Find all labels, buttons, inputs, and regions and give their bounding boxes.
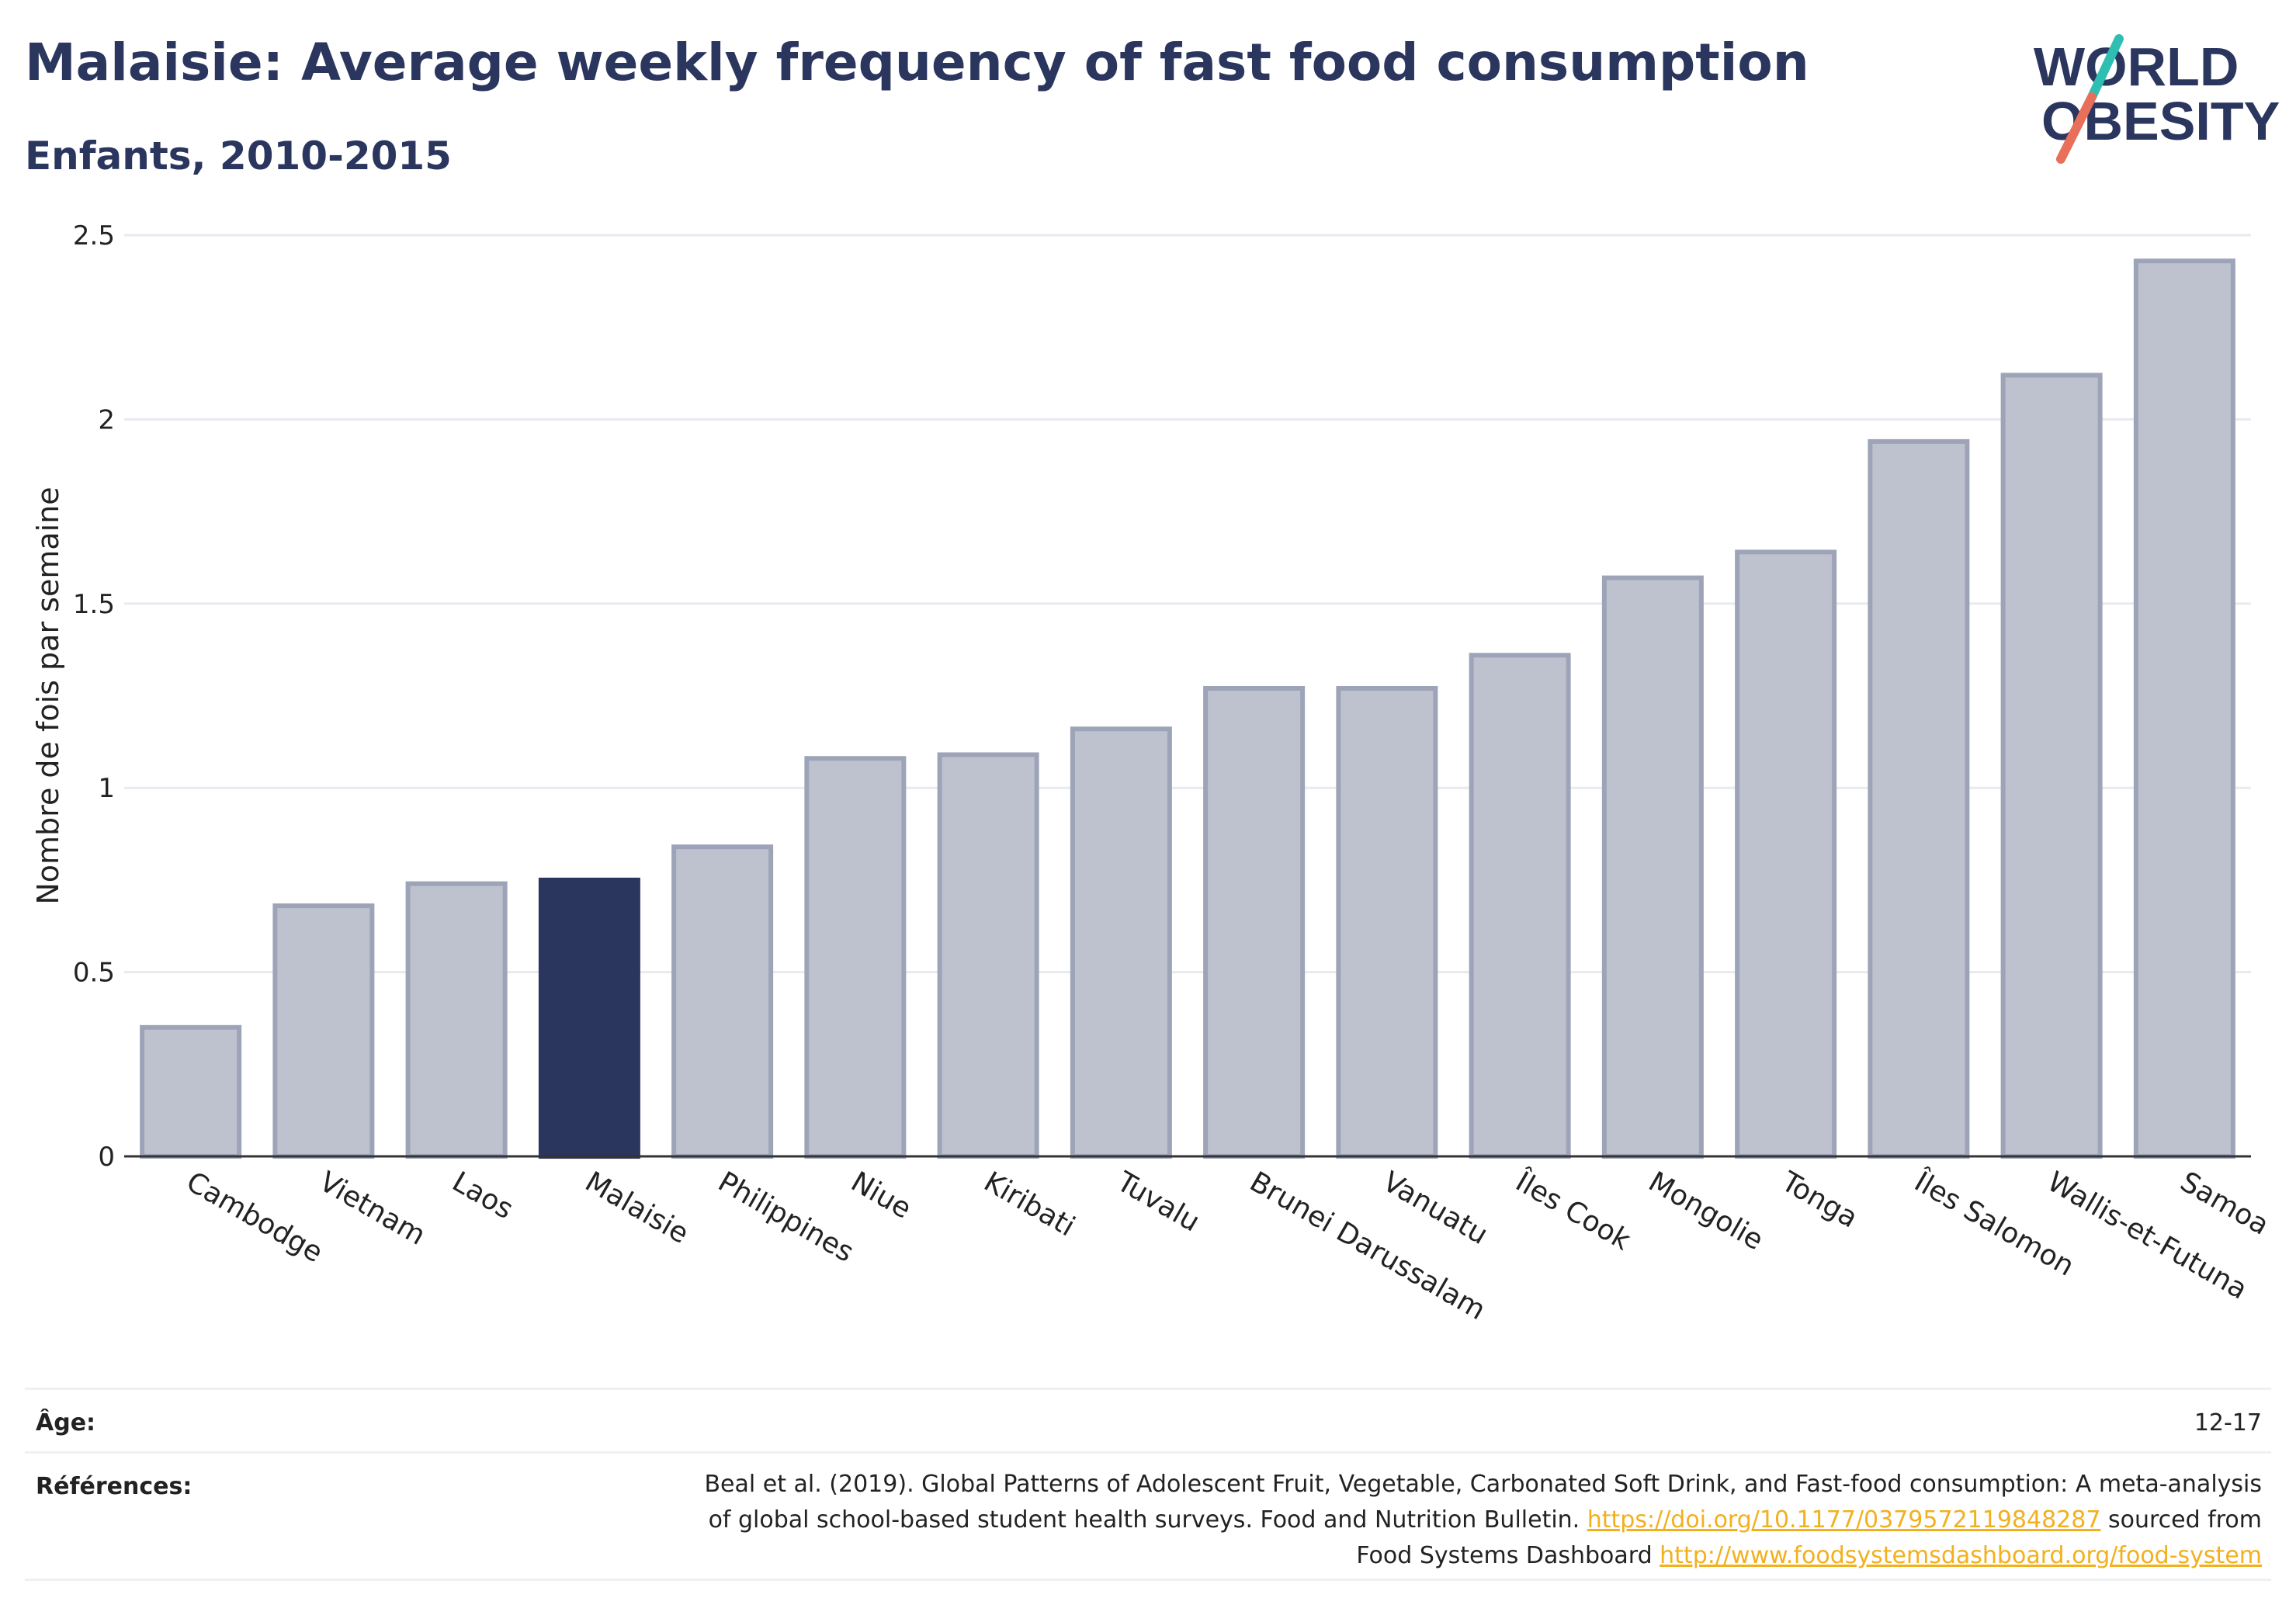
- x-tick-label: Brunei Darussalam: [1244, 1166, 1490, 1326]
- x-tick-label: Laos: [447, 1166, 519, 1225]
- bar-wallis-et-futuna[interactable]: [2000, 373, 2103, 1159]
- logo-slash-coral: [2056, 92, 2097, 164]
- y-tick-label: 2.5: [73, 220, 115, 251]
- bar-philippines[interactable]: [671, 844, 774, 1159]
- world-obesity-logo: WORLD OBESITY: [2034, 34, 2280, 164]
- reference-line-1: Beal et al. (2019). Global Patterns of A…: [704, 1471, 2262, 1498]
- y-tick-label: 0: [98, 1142, 115, 1173]
- references-label: Références:: [36, 1473, 192, 1500]
- logo-text-world: WORLD: [2034, 36, 2239, 97]
- bar--les-salomon[interactable]: [1868, 438, 1970, 1159]
- references-text: Beal et al. (2019). Global Patterns of A…: [632, 1467, 2262, 1574]
- bar-brunei-darussalam[interactable]: [1203, 686, 1306, 1159]
- footer-divider-middle: [25, 1451, 2271, 1454]
- y-tick-label: 0.5: [73, 958, 115, 989]
- logo-slash-teal: [2087, 34, 2124, 102]
- x-tick-label: Tuvalu: [1111, 1166, 1205, 1239]
- bar-vanuatu[interactable]: [1336, 686, 1438, 1159]
- x-tick-label: Vietnam: [314, 1166, 430, 1252]
- x-tick-label: Mongolie: [1643, 1166, 1769, 1256]
- bar-laos[interactable]: [405, 881, 508, 1159]
- doi-link[interactable]: https://doi.org/10.1177/0379572119848287: [1587, 1506, 2101, 1534]
- footer-divider-bottom: [25, 1579, 2271, 1581]
- bars: [140, 258, 2235, 1159]
- bar-niue[interactable]: [804, 756, 907, 1159]
- reference-line-2: of global school-based student health su…: [632, 1502, 2262, 1538]
- bar-tonga[interactable]: [1735, 549, 1837, 1159]
- bar-vietnam[interactable]: [272, 903, 375, 1159]
- chart-subtitle: Enfants, 2010-2015: [25, 133, 452, 178]
- reference-line-2-tail: sourced from: [2100, 1506, 2262, 1534]
- bar--les-cook[interactable]: [1469, 653, 1571, 1159]
- footer-divider-top: [25, 1388, 2271, 1390]
- bar-kiribati[interactable]: [937, 752, 1039, 1159]
- age-label: Âge:: [36, 1409, 96, 1437]
- x-tick-label: Malaisie: [580, 1166, 694, 1250]
- x-tick-label: Cambodge: [181, 1166, 328, 1269]
- x-tick-label: Vanuatu: [1377, 1166, 1493, 1251]
- reference-line-3-text: Food Systems Dashboard: [1356, 1542, 1660, 1569]
- reference-line-3: Food Systems Dashboard http://www.foodsy…: [632, 1538, 2262, 1574]
- x-tick-label: Tonga: [1775, 1166, 1863, 1235]
- x-tick-label: Îles Cook: [1510, 1165, 1636, 1256]
- bar-samoa[interactable]: [2133, 258, 2235, 1159]
- age-value: 12-17: [2194, 1409, 2262, 1437]
- y-tick-label: 1: [98, 773, 115, 804]
- y-tick-label: 1.5: [73, 589, 115, 620]
- bar-cambodge[interactable]: [140, 1024, 242, 1159]
- x-tick-label: Samoa: [2175, 1166, 2274, 1242]
- x-tick-label: Philippines: [713, 1166, 858, 1268]
- food-systems-dashboard-link[interactable]: http://www.foodsystemsdashboard.org/food…: [1660, 1542, 2262, 1569]
- bar-malaisie[interactable]: [538, 877, 640, 1159]
- y-axis-ticks: 0 0.5 1 1.5 2 2.5: [73, 220, 115, 1173]
- x-tick-label: Kiribati: [979, 1166, 1080, 1242]
- y-tick-label: 2: [98, 404, 115, 435]
- bar-tuvalu[interactable]: [1070, 726, 1172, 1159]
- chart-title: Malaisie: Average weekly frequency of fa…: [25, 33, 1809, 92]
- reference-line-2-text: of global school-based student health su…: [708, 1506, 1587, 1534]
- y-axis-label: Nombre de fois par semaine: [31, 487, 65, 904]
- x-tick-label: Niue: [845, 1166, 916, 1225]
- bar-mongolie[interactable]: [1601, 575, 1704, 1159]
